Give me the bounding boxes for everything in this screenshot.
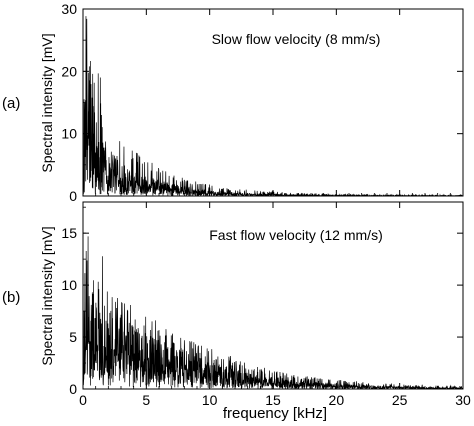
x-tick-label: 10 (202, 392, 218, 408)
y-tick-label: 0 (69, 381, 77, 397)
spectrum-trace (83, 236, 463, 389)
panel-b: 0 5 10 15 20 25 30 0 5 10 15 Spectral intensity [mV… (2, 201, 471, 408)
x-tick-label: 15 (265, 392, 281, 408)
y-tick-label: 10 (61, 126, 77, 142)
x-axis-label: frequency [kHz] (223, 405, 327, 422)
panel-label: (a) (2, 95, 20, 112)
x-tick-label: 0 (79, 392, 87, 408)
x-tick-label: 5 (142, 392, 150, 408)
y-tick-label: 30 (61, 1, 77, 17)
y-tick-label: 5 (69, 329, 77, 345)
y-tick-label: 0 (69, 188, 77, 204)
y-tick-label: 15 (61, 225, 77, 241)
y-tick-label: 10 (61, 277, 77, 293)
panel-label: (b) (2, 289, 20, 306)
x-tick-label: 25 (392, 392, 408, 408)
y-axis-label: Spectral intensity [mV] (39, 33, 55, 172)
x-tick-label: 20 (329, 392, 345, 408)
panel-title: Fast flow velocity (12 mm/s) (209, 227, 382, 243)
panel-a: 0 10 20 30 Spectral intensity [mV] (a) Slow fl… (2, 1, 464, 204)
x-tick-label: 30 (455, 392, 471, 408)
y-axis-label: Spectral intensity [mV] (39, 226, 55, 365)
y-tick-label: 20 (61, 63, 77, 79)
panel-title: Slow flow velocity (8 mm/s) (212, 31, 381, 47)
